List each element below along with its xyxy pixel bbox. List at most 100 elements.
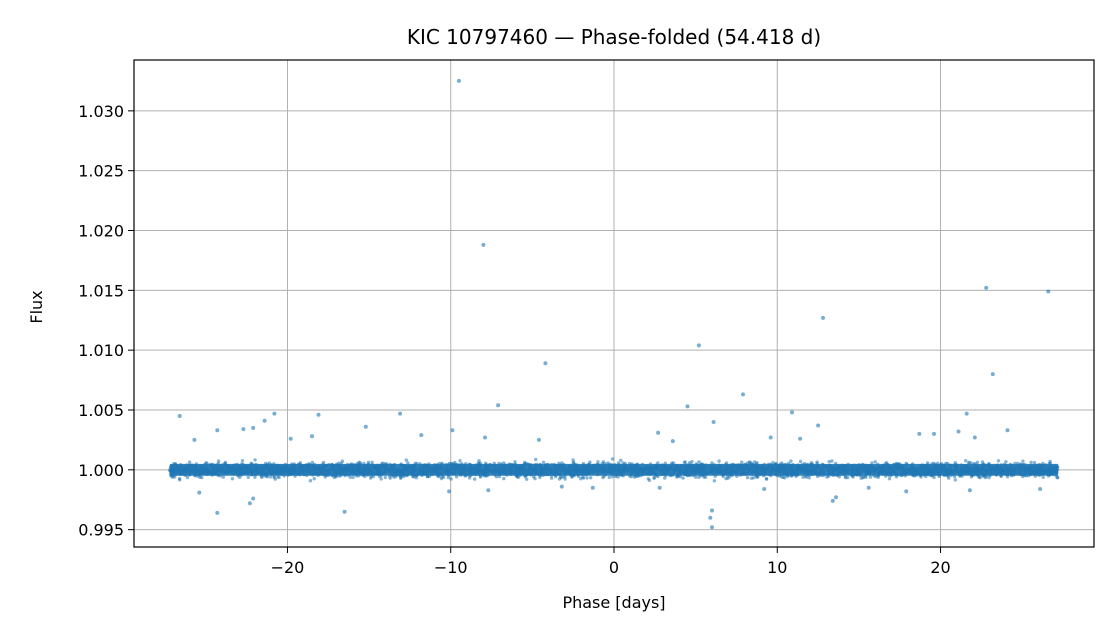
- outlier-point: [984, 285, 989, 290]
- band-point: [752, 476, 756, 480]
- band-point: [399, 476, 403, 480]
- outlier-point: [342, 509, 347, 514]
- outlier-point: [177, 414, 182, 418]
- x-axis-label: Phase [days]: [562, 593, 665, 612]
- outlier-point: [310, 434, 314, 439]
- band-point: [887, 477, 892, 481]
- outlier-point: [834, 495, 838, 500]
- outlier-point: [251, 425, 256, 430]
- band-point: [953, 478, 957, 482]
- band-point: [449, 477, 453, 481]
- band-point: [534, 457, 538, 462]
- band-point: [185, 475, 190, 480]
- outlier-point: [543, 361, 548, 366]
- band-point: [687, 461, 692, 465]
- outlier-point: [790, 410, 794, 415]
- band-point: [868, 475, 873, 479]
- band-point: [357, 460, 361, 464]
- band-point: [351, 475, 355, 479]
- band-point: [804, 475, 809, 479]
- outlier-point: [670, 439, 675, 444]
- band-point: [298, 461, 302, 465]
- outlier-point: [762, 487, 767, 491]
- outlier-point: [708, 515, 713, 520]
- band-point: [610, 457, 615, 461]
- band-point: [748, 460, 752, 464]
- outlier-point: [481, 242, 486, 247]
- band-point: [827, 460, 831, 464]
- band-point: [525, 477, 529, 481]
- band-point: [717, 459, 721, 463]
- outlier-point: [288, 436, 293, 441]
- band-point: [572, 460, 576, 464]
- band-point: [861, 475, 865, 480]
- band-point: [619, 458, 623, 462]
- band-point: [947, 476, 951, 480]
- y-tick-label: 1.030: [78, 102, 124, 121]
- outlier-point: [967, 488, 972, 493]
- y-tick-label: 1.005: [78, 401, 124, 420]
- band-point: [953, 461, 957, 465]
- band-point: [663, 476, 667, 480]
- band-point: [825, 475, 829, 479]
- outlier-point: [450, 428, 455, 433]
- band-point: [453, 460, 457, 465]
- band-point: [253, 458, 257, 462]
- band-point: [454, 475, 459, 479]
- outlier-point: [456, 78, 461, 83]
- outlier-point: [559, 484, 564, 489]
- band-point: [726, 476, 730, 480]
- band-point: [240, 459, 245, 463]
- band-point: [977, 475, 982, 480]
- x-tick-label: 20: [930, 558, 950, 577]
- band-point: [533, 476, 537, 481]
- outlier-point: [685, 404, 690, 409]
- band-point: [771, 461, 775, 465]
- band-point: [348, 475, 352, 479]
- outlier-point: [363, 424, 368, 429]
- band-point: [764, 477, 769, 481]
- chart-title: KIC 10797460 — Phase-folded (54.418 d): [407, 25, 821, 49]
- band-point: [616, 461, 621, 465]
- band-point: [745, 475, 750, 480]
- x-tick-label: −10: [434, 558, 468, 577]
- outlier-point: [932, 431, 936, 436]
- outlier-point: [251, 496, 256, 501]
- outlier-point: [656, 430, 661, 435]
- outlier-point: [917, 431, 922, 436]
- outlier-point: [215, 510, 220, 515]
- y-tick-label: 1.020: [78, 222, 124, 241]
- band-point: [383, 475, 387, 480]
- band-point: [563, 477, 567, 481]
- band-point: [876, 475, 880, 479]
- outlier-point: [904, 489, 909, 494]
- outlier-point: [741, 392, 745, 397]
- band-point: [230, 477, 235, 481]
- outlier-point: [215, 428, 220, 433]
- band-point: [404, 458, 408, 462]
- band-point: [830, 459, 834, 463]
- outlier-point: [710, 508, 714, 513]
- x-tick-label: 0: [609, 558, 619, 577]
- band-point: [789, 459, 793, 463]
- band-point: [458, 459, 462, 463]
- band-point: [873, 460, 877, 464]
- band-point: [782, 476, 787, 480]
- band-point: [870, 461, 874, 465]
- band-point: [1004, 460, 1008, 464]
- y-tick-label: 1.000: [78, 461, 124, 480]
- outlier-point: [590, 485, 595, 490]
- band-point: [996, 459, 1001, 463]
- outlier-point: [816, 423, 821, 428]
- outlier-point: [241, 427, 246, 432]
- band-point: [277, 475, 281, 480]
- band-point: [366, 460, 371, 464]
- outlier-point: [768, 435, 773, 440]
- outlier-point: [247, 501, 252, 506]
- band-point: [712, 479, 717, 483]
- outlier-point: [711, 420, 716, 424]
- y-tick-label: 1.025: [78, 162, 124, 181]
- data-points: [168, 78, 1060, 530]
